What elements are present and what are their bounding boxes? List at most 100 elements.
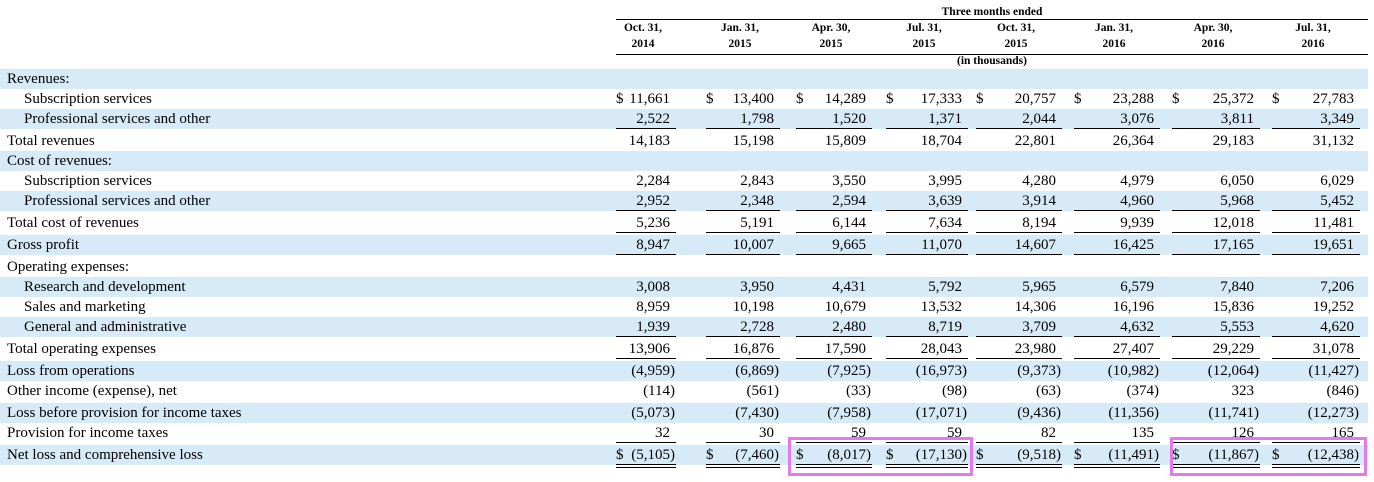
value-cell: 11,070 — [921, 237, 962, 253]
table-row: Loss before provision for income taxes (5… — [0, 403, 1368, 423]
underline-rule — [1272, 336, 1360, 337]
value-cell: 25,372 — [1212, 91, 1254, 107]
currency-symbol: $ — [1074, 447, 1082, 463]
value-cell: 3,950 — [740, 279, 774, 295]
table-row: Loss from operations (4,959) (6,869) (7,925… — [0, 361, 1368, 381]
column-header-rule — [616, 54, 1368, 55]
value-cell: 31,078 — [1312, 341, 1354, 357]
underline-rule — [706, 442, 780, 443]
currency-symbol: $ — [796, 447, 804, 463]
value-cell: 4,632 — [1120, 319, 1154, 335]
value-cell: 2,952 — [636, 193, 670, 209]
value-cell: 1,371 — [928, 111, 962, 127]
value-cell: 23,980 — [1014, 341, 1056, 357]
value-cell: 82 — [1041, 425, 1056, 441]
column-header-date: Jul. 31, — [906, 22, 942, 34]
row-label: Provision for income taxes — [7, 425, 169, 441]
value-cell: 2,843 — [740, 173, 774, 189]
underline-rule — [976, 254, 1062, 255]
value-cell: 17,165 — [1212, 237, 1254, 253]
value-cell: (846) — [1326, 383, 1360, 399]
column-header-year: 2015 — [819, 38, 843, 50]
double-underline-rule — [886, 467, 968, 468]
value-cell: 16,425 — [1112, 237, 1154, 253]
value-cell: 2,284 — [636, 173, 670, 189]
row-label: Operating expenses: — [7, 259, 130, 275]
value-cell: 7,634 — [928, 215, 962, 231]
underline-rule — [616, 336, 676, 337]
row-label: Total revenues — [7, 133, 95, 149]
value-cell: (12,273) — [1307, 405, 1359, 421]
value-cell: 7,840 — [1220, 279, 1254, 295]
value-cell: 323 — [1231, 383, 1255, 399]
value-cell: (9,518) — [1017, 447, 1061, 463]
row-label: Professional services and other — [24, 193, 211, 209]
value-cell: 5,792 — [928, 279, 962, 295]
underline-rule — [1074, 464, 1160, 465]
value-cell: 6,144 — [832, 215, 866, 231]
value-cell: 4,280 — [1022, 173, 1056, 189]
table-row: Total operating expenses 13,906 16,876 17,5… — [0, 339, 1368, 359]
value-cell: (6,869) — [735, 363, 779, 379]
value-cell: 1,939 — [636, 319, 670, 335]
currency-symbol: $ — [616, 447, 624, 463]
currency-symbol: $ — [886, 91, 894, 107]
underline-rule — [886, 254, 968, 255]
value-cell: 1,798 — [740, 111, 774, 127]
value-cell: 5,965 — [1022, 279, 1056, 295]
value-cell: 29,183 — [1212, 133, 1254, 149]
row-label: Loss from operations — [7, 363, 135, 379]
underline-rule — [1074, 232, 1160, 233]
value-cell: 3,076 — [1120, 111, 1154, 127]
value-cell: 14,289 — [824, 91, 866, 107]
table-row: Provision for income taxes 32 30 59 59 82 135 1… — [0, 423, 1368, 443]
underline-rule — [1074, 128, 1160, 129]
value-cell: (114) — [643, 383, 675, 399]
column-header-date: Apr. 30, — [1193, 22, 1233, 34]
underline-rule — [1272, 210, 1360, 211]
value-cell: (9,436) — [1017, 405, 1061, 421]
underline-rule — [706, 210, 780, 211]
value-cell: (98) — [942, 383, 967, 399]
value-cell: (11,491) — [1108, 447, 1159, 463]
underline-rule — [1272, 128, 1360, 129]
table-row: Gross profit 8,947 10,007 9,665 11,070 14,607… — [0, 235, 1368, 255]
value-cell: 15,836 — [1212, 299, 1254, 315]
column-header-year: 2015 — [1004, 38, 1028, 50]
underline-rule — [1172, 210, 1260, 211]
underline-rule — [796, 232, 872, 233]
table-row: Subscription services 2,284 2,843 3,550 3,99… — [0, 171, 1368, 191]
double-underline-rule — [1172, 467, 1260, 468]
table-row: Operating expenses: — [0, 257, 1368, 277]
underline-rule — [706, 358, 780, 359]
underline-rule — [706, 336, 780, 337]
value-cell: 27,783 — [1312, 91, 1354, 107]
value-cell: (12,064) — [1207, 363, 1259, 379]
value-cell: (16,973) — [915, 363, 967, 379]
value-cell: 6,579 — [1120, 279, 1154, 295]
row-label: General and administrative — [24, 319, 187, 335]
table-row: Revenues: — [0, 69, 1368, 89]
value-cell: 27,407 — [1112, 341, 1154, 357]
value-cell: (4,959) — [631, 363, 675, 379]
value-cell: (11,867) — [1208, 447, 1259, 463]
column-header-date: Oct. 31, — [996, 22, 1035, 34]
value-cell: (10,982) — [1107, 363, 1159, 379]
value-cell: 17,333 — [920, 91, 962, 107]
currency-symbol: $ — [1074, 91, 1082, 107]
value-cell: 17,590 — [824, 341, 866, 357]
value-cell: 7,206 — [1320, 279, 1354, 295]
underline-rule — [616, 464, 676, 465]
value-cell: 18,704 — [920, 133, 962, 149]
underline-rule — [706, 232, 780, 233]
value-cell: 13,906 — [628, 341, 670, 357]
underline-rule — [886, 442, 968, 443]
value-cell: 2,594 — [832, 193, 866, 209]
table-row: Total cost of revenues 5,236 5,191 6,144 7,6… — [0, 213, 1368, 233]
value-cell: 2,044 — [1022, 111, 1056, 127]
value-cell: (7,958) — [827, 405, 871, 421]
value-cell: 6,050 — [1220, 173, 1254, 189]
column-header-date: Apr. 30, — [811, 22, 851, 34]
value-cell: 5,191 — [740, 215, 774, 231]
value-cell: 3,349 — [1320, 111, 1354, 127]
